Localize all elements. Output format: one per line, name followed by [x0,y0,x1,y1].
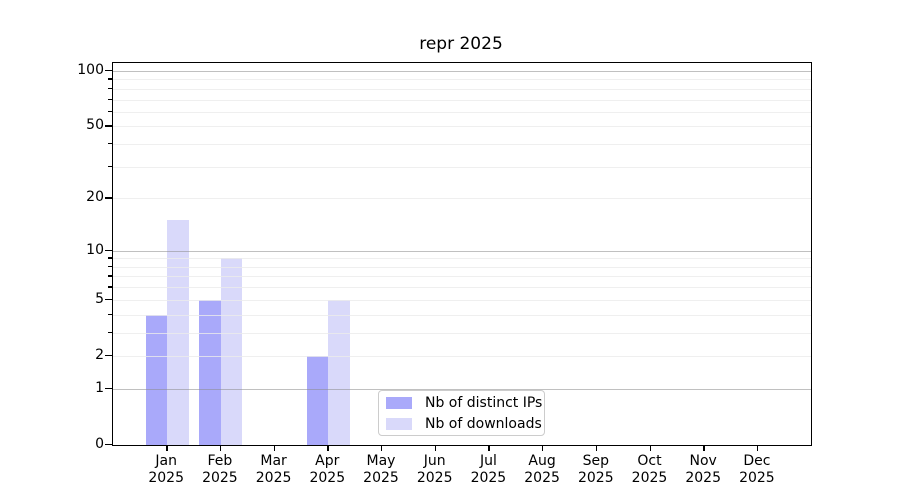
y-tick-label-0: 0 [95,436,104,452]
y-tick-label-20: 20 [86,189,104,206]
y-gridline-minor-9 [113,258,811,260]
y-gridline-minor-8 [113,266,811,268]
y-axis-minor-tick [108,87,112,90]
x-axis-tick-may [381,445,383,451]
x-tick-label-jun: Jun 2025 [416,453,453,486]
y-axis-tick [105,249,112,252]
chart-title: repr 2025 [419,34,503,54]
y-axis-minor-tick [108,313,112,315]
y-gridline-minor-70 [113,99,811,101]
x-tick-label-jan: Jan 2025 [148,453,184,486]
x-tick-label-apr: Apr 2025 [309,453,346,486]
legend-label-distinct-ips: Nb of distinct IPs [425,394,543,411]
legend: Nb of distinct IPs Nb of downloads [378,390,545,436]
x-axis-tick-nov [703,445,705,451]
y-axis-minor-tick [108,257,112,259]
y-axis-minor-tick [108,165,112,168]
legend-label-downloads: Nb of downloads [425,415,542,432]
bar-distinct-ips-jan [145,314,168,445]
y-axis-minor-tick [108,286,112,288]
y-axis-minor-tick [108,78,112,80]
legend-item-downloads: Nb of downloads [386,416,542,432]
bar-downloads-feb [220,258,243,445]
y-gridline-minor-40 [113,144,811,146]
y-axis-minor-tick [108,125,112,127]
y-tick-label-2: 2 [95,346,104,363]
y-axis-minor-tick [108,98,112,100]
x-axis-tick-jul [488,445,490,451]
x-tick-label-feb: Feb 2025 [202,453,238,486]
y-axis-minor-tick [108,265,112,268]
legend-swatch-distinct-ips [386,396,412,409]
x-axis-tick-jun [434,445,437,451]
y-axis-minor-tick [108,331,112,334]
y-gridline-major-10 [113,250,811,252]
bar-downloads-jan [167,220,189,445]
y-axis-tick [105,444,112,446]
y-axis-minor-tick [108,197,112,199]
x-tick-label-may: May 2025 [363,453,399,486]
legend-swatch-downloads [386,417,412,430]
y-gridline-major-100 [113,70,811,72]
x-tick-label-oct: Oct 2025 [631,453,668,486]
x-tick-label-dec: Dec 2025 [739,453,775,486]
y-axis-minor-tick [108,110,112,113]
x-axis-tick-dec [756,445,759,451]
x-axis-tick-feb [219,445,222,451]
bar-distinct-ips-feb [199,299,221,445]
y-gridline-minor-80 [113,88,811,90]
y-gridline-minor-7 [113,276,811,278]
x-tick-label-aug: Aug 2025 [524,453,560,486]
x-axis-tick-jan [166,445,168,451]
y-gridline-minor-30 [113,166,811,168]
legend-item-distinct-ips: Nb of distinct IPs [386,395,542,411]
x-tick-label-nov: Nov 2025 [685,453,721,486]
y-gridline-minor-20 [113,198,811,200]
bar-downloads-apr [328,299,350,445]
plot-area [112,62,812,446]
y-gridline-minor-6 [113,287,811,289]
y-axis-minor-tick [108,143,112,145]
x-axis-tick-mar [273,445,275,451]
x-axis-tick-oct [649,445,651,451]
x-axis-tick-sep [595,445,598,451]
y-axis-tick [105,69,112,72]
y-gridline-minor-50 [113,126,811,128]
x-tick-label-mar: Mar 2025 [255,453,292,486]
y-tick-label-1: 1 [95,379,104,396]
bar-distinct-ips-apr [306,355,329,445]
y-axis-tick [105,387,112,390]
x-axis-tick-apr [327,445,329,451]
y-tick-label-50: 50 [86,117,104,134]
y-gridline-minor-60 [113,111,811,113]
y-axis-minor-tick [108,298,112,301]
y-tick-label-100: 100 [77,61,104,78]
y-axis-minor-tick [108,275,112,277]
x-tick-label-jul: Jul 2025 [470,453,507,486]
y-tick-label-5: 5 [95,290,104,307]
y-axis-minor-tick [108,354,112,357]
y-gridline-minor-90 [113,79,811,81]
x-tick-label-sep: Sep 2025 [577,453,614,486]
x-axis-tick-aug [542,445,544,451]
y-tick-label-10: 10 [86,241,104,258]
